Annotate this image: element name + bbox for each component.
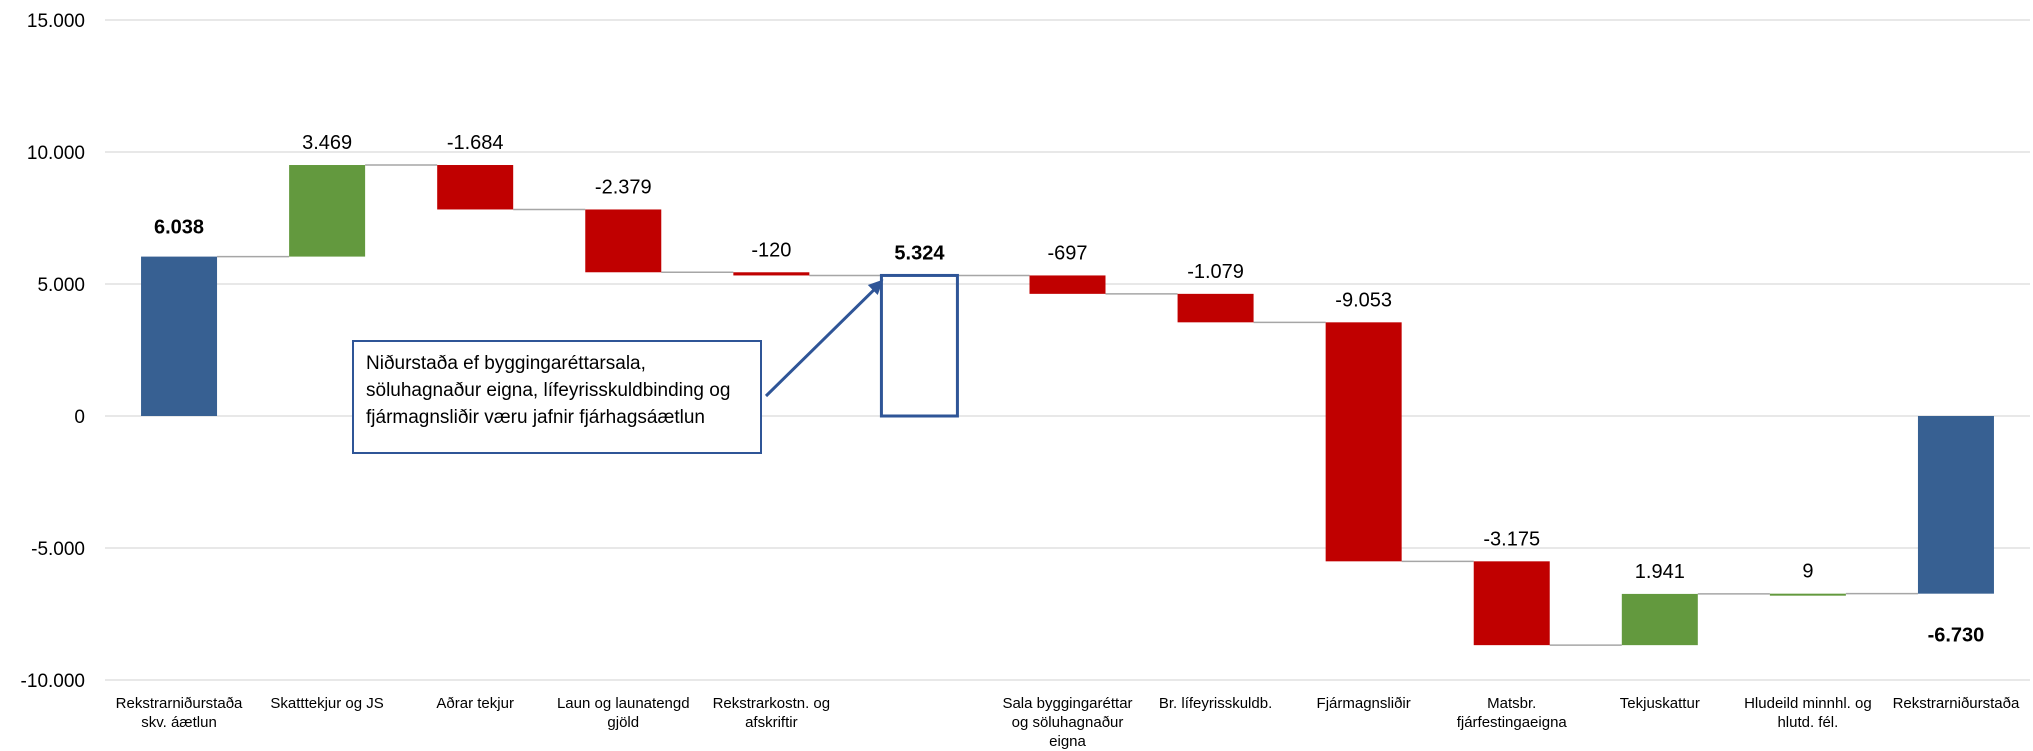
data-label: -2.379	[595, 176, 652, 198]
category-label: og söluhagnaður	[1012, 714, 1124, 731]
data-label: -697	[1047, 242, 1087, 264]
category-label: fjárfestingaeigna	[1457, 714, 1568, 731]
category-label: eigna	[1049, 733, 1086, 750]
annotation-line: söluhagnaður eigna, lífeyrisskuldbinding…	[366, 380, 731, 401]
bar	[1917, 416, 1994, 594]
y-tick-label: -10.000	[21, 671, 85, 692]
bar	[1177, 293, 1254, 323]
data-label: 5.324	[894, 242, 945, 264]
category-label: Rekstrarniðurstaða	[1893, 695, 2020, 712]
bar	[733, 272, 810, 276]
data-label: 6.038	[154, 217, 204, 239]
bar-subtotal	[879, 273, 959, 418]
category-label: afskriftir	[745, 714, 798, 731]
category-label: Hludeild minnhl. og	[1744, 695, 1872, 712]
bar	[1325, 322, 1402, 562]
category-label: Laun og launatengd	[557, 695, 690, 712]
category-label: Matsbr.	[1487, 695, 1536, 712]
data-label: -1.684	[447, 132, 504, 154]
annotation-callout: Niðurstaða ef byggingaréttarsala, söluha…	[352, 340, 762, 454]
bar	[1621, 593, 1698, 646]
data-label: -9.053	[1335, 289, 1392, 311]
category-label: Aðrar tekjur	[436, 695, 514, 712]
connector-lines	[217, 164, 1918, 646]
y-tick-label: 15.000	[27, 11, 85, 32]
category-label: hlutd. fél.	[1777, 714, 1838, 731]
category-label: Tekjuskattur	[1620, 695, 1700, 712]
category-label: Skatttekjur og JS	[270, 695, 383, 712]
bar	[585, 209, 662, 273]
category-label: Fjármagnsliðir	[1317, 695, 1411, 712]
y-tick-label: 10.000	[27, 143, 85, 164]
bar	[289, 165, 366, 257]
data-labels: 6.038 3.469 -1.684 -2.379 -120 5.324 -697 -1.07…	[154, 132, 1984, 647]
bar	[1029, 275, 1106, 294]
x-axis-category-labels: Rekstrarniðurstaða skv. áætlun Skatttekjur…	[116, 695, 2020, 750]
bars	[141, 165, 1994, 646]
y-tick-label: 5.000	[37, 275, 85, 296]
data-label: 1.941	[1635, 561, 1685, 583]
annotation-arrow	[764, 279, 884, 398]
data-label: 9	[1802, 561, 1813, 583]
category-label: gjöld	[607, 714, 639, 731]
bar	[437, 165, 514, 210]
data-label: 3.469	[302, 132, 352, 154]
category-label: skv. áætlun	[141, 714, 217, 731]
category-label: Br. lífeyrisskuldb.	[1159, 695, 1272, 712]
data-label: -1.079	[1187, 261, 1244, 283]
annotation-arrow-shaft	[764, 285, 879, 398]
annotation-line: Niðurstaða ef byggingaréttarsala,	[366, 353, 646, 374]
data-label: -3.175	[1483, 528, 1540, 550]
annotation-line: fjármagnsliðir væru jafnir fjárhagsáætlu…	[366, 407, 705, 428]
y-tick-label: 0	[74, 407, 85, 428]
bar	[141, 256, 218, 416]
category-label: Rekstrarniðurstaða	[116, 695, 243, 712]
y-tick-label: -5.000	[31, 539, 85, 560]
data-label: -120	[751, 239, 791, 261]
category-label: Rekstrarkostn. og	[713, 695, 831, 712]
data-label: -6.730	[1928, 625, 1985, 647]
category-label: Sala byggingaréttar	[1002, 695, 1132, 712]
bar	[1473, 561, 1550, 646]
annotation-arrow-head	[867, 279, 884, 295]
y-axis-tick-labels: 15.000 10.000 5.000 0 -5.000 -10.000	[21, 11, 85, 692]
bar	[1769, 593, 1846, 596]
